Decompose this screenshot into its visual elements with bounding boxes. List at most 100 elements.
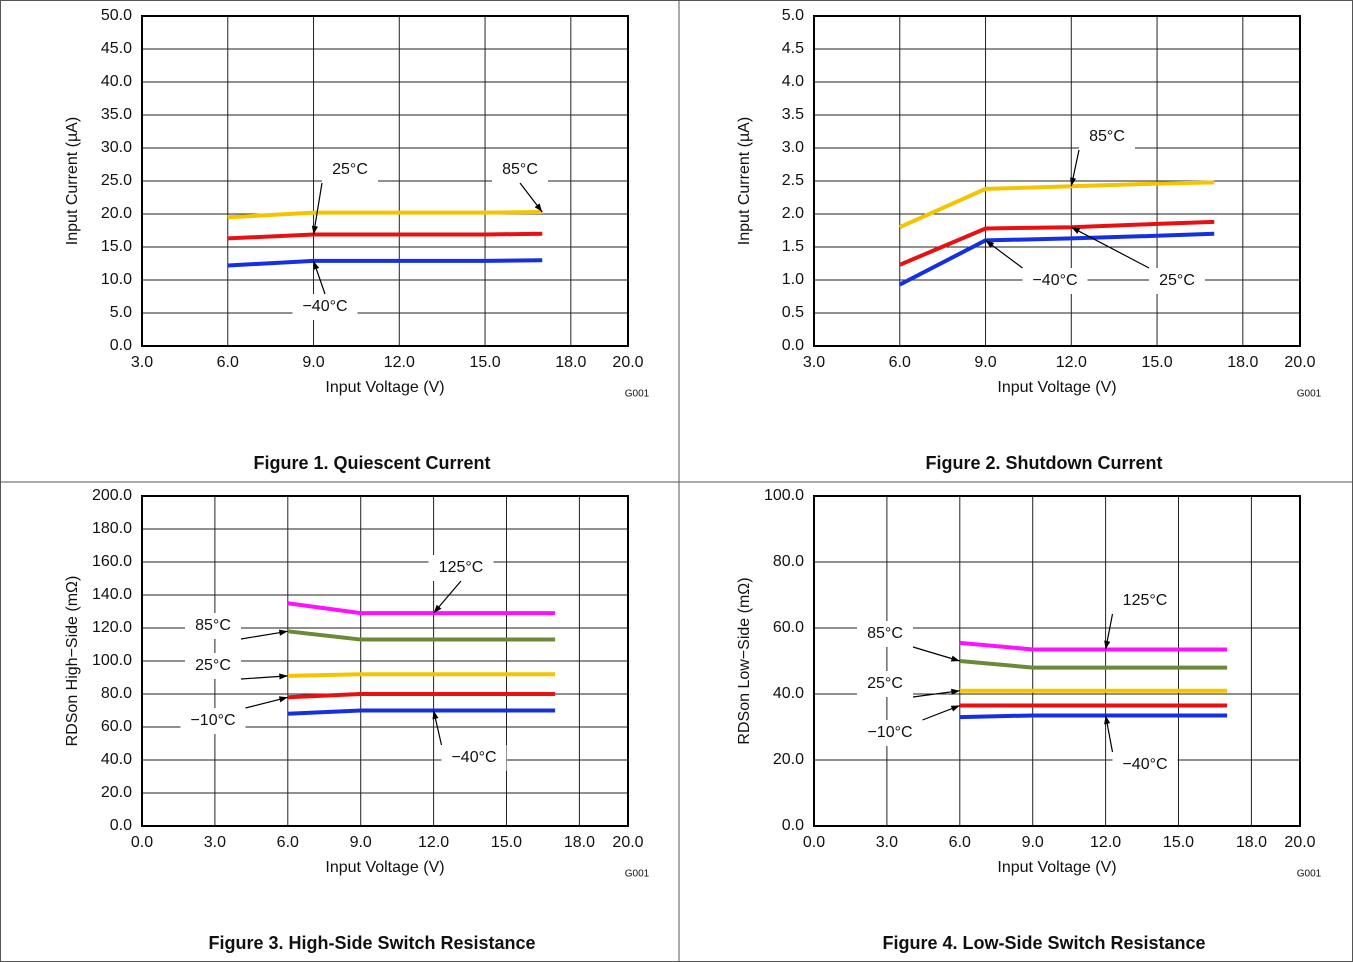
series-label: 85°C xyxy=(502,161,538,178)
annotation-box xyxy=(292,294,358,320)
note: G001 xyxy=(625,869,650,880)
arrow-head xyxy=(278,629,288,636)
annotation-box xyxy=(322,157,378,183)
y-tick-label: 20.0 xyxy=(773,751,804,768)
y-tick-label: 10.0 xyxy=(101,271,132,288)
x-tick-label: 3.0 xyxy=(803,354,825,371)
annotation-box xyxy=(428,555,494,581)
x-tick-label: 12.0 xyxy=(384,354,415,371)
series-label: 25°C xyxy=(867,675,903,692)
arrow-head xyxy=(1070,177,1077,187)
chart-panel: 3.0 6.0 9.0 12.0 15.0 18.0 20.0 0.0 0.5 1.0 1.5 2.0… xyxy=(736,7,1321,473)
y-tick-label: 40.0 xyxy=(101,73,132,90)
annotation-box xyxy=(857,671,913,697)
series-label: 125°C xyxy=(1123,592,1168,609)
x-axis-label: Input Voltage (V) xyxy=(997,859,1116,876)
y-tick-label: 5.0 xyxy=(782,7,804,24)
arrow-head xyxy=(278,696,288,703)
annotation-box xyxy=(1022,268,1088,294)
annotation-box xyxy=(180,708,246,734)
series-label: 25°C xyxy=(1159,272,1195,289)
y-tick-label: 160.0 xyxy=(92,553,132,570)
arrow-head xyxy=(313,260,320,270)
arrow-head xyxy=(279,673,288,680)
x-tick-label: 20.0 xyxy=(1284,834,1315,851)
x-tick-label: 15.0 xyxy=(491,834,522,851)
x-tick-label: 18.0 xyxy=(555,354,586,371)
y-tick-label: 35.0 xyxy=(101,106,132,123)
y-tick-label: 3.0 xyxy=(782,139,804,156)
y-tick-label: 30.0 xyxy=(101,139,132,156)
arrow-head xyxy=(534,203,543,213)
figure-caption: Figure 4. Low-Side Switch Resistance xyxy=(882,933,1205,953)
y-axis-label: Input Current (µA) xyxy=(64,117,81,245)
series-label: −40°C xyxy=(1032,272,1077,289)
x-tick-label: 9.0 xyxy=(974,354,996,371)
x-tick-label: 18.0 xyxy=(1236,834,1267,851)
arrow-head xyxy=(1071,227,1081,234)
note: G001 xyxy=(625,389,650,400)
y-tick-label: 5.0 xyxy=(110,304,132,321)
series-line xyxy=(898,231,1215,287)
y-tick-label: 20.0 xyxy=(101,784,132,801)
arrow-head xyxy=(433,604,442,614)
y-tick-label: 4.5 xyxy=(782,40,804,57)
annotation-arrow xyxy=(1071,226,1150,269)
series-label: 85°C xyxy=(867,625,903,642)
y-tick-label: 40.0 xyxy=(101,751,132,768)
y-tick-label: 60.0 xyxy=(773,619,804,636)
x-tick-label: 3.0 xyxy=(131,354,153,371)
arrow-head xyxy=(1104,715,1111,725)
arrow-head xyxy=(432,710,439,720)
series-label: −10°C xyxy=(867,724,912,741)
annotation-arrow xyxy=(312,182,323,235)
x-axis-label: Input Voltage (V) xyxy=(997,379,1116,396)
x-tick-label: 12.0 xyxy=(1056,354,1087,371)
y-tick-label: 100.0 xyxy=(764,487,804,504)
note: G001 xyxy=(1297,869,1322,880)
y-tick-label: 15.0 xyxy=(101,238,132,255)
annotation-box xyxy=(1112,588,1178,614)
plot-frame xyxy=(813,495,1301,827)
annotation-box xyxy=(857,621,913,647)
arrow-head xyxy=(985,240,995,248)
y-axis-label: RDSon Low−Side (mΩ) xyxy=(736,577,753,744)
annotation-box xyxy=(185,653,241,679)
annotation-box xyxy=(1149,268,1205,294)
x-tick-label: 9.0 xyxy=(1022,834,1044,851)
series-line xyxy=(959,659,1228,670)
x-tick-label: 0.0 xyxy=(131,834,153,851)
x-tick-label: 6.0 xyxy=(217,354,239,371)
y-tick-label: 80.0 xyxy=(773,553,804,570)
y-tick-label: 3.5 xyxy=(782,106,804,123)
x-axis-label: Input Voltage (V) xyxy=(325,379,444,396)
annotation-box xyxy=(185,613,241,639)
annotation-box xyxy=(857,720,923,746)
y-tick-label: 25.0 xyxy=(101,172,132,189)
y-tick-label: 80.0 xyxy=(101,685,132,702)
y-tick-label: 40.0 xyxy=(773,685,804,702)
annotation-box xyxy=(1112,752,1178,778)
chart-panel: 3.0 6.0 9.0 12.0 15.0 18.0 20.0 0.0 5.0 10.0 15.0 2… xyxy=(64,7,649,473)
x-tick-label: 20.0 xyxy=(1284,354,1315,371)
series-label: 25°C xyxy=(195,657,231,674)
series-line xyxy=(287,672,556,678)
y-tick-label: 60.0 xyxy=(101,718,132,735)
x-axis-label: Input Voltage (V) xyxy=(325,859,444,876)
arrow-head xyxy=(1104,640,1111,650)
y-tick-label: 2.0 xyxy=(782,205,804,222)
series-label: 125°C xyxy=(439,559,484,576)
x-tick-label: 18.0 xyxy=(564,834,595,851)
y-tick-label: 4.0 xyxy=(782,73,804,90)
annotation-box xyxy=(1079,124,1135,150)
x-tick-label: 6.0 xyxy=(949,834,971,851)
y-tick-label: 50.0 xyxy=(101,7,132,24)
y-tick-label: 1.5 xyxy=(782,238,804,255)
x-tick-label: 9.0 xyxy=(350,834,372,851)
y-tick-label: 1.0 xyxy=(782,271,804,288)
figure-caption: Figure 1. Quiescent Current xyxy=(253,453,490,473)
y-tick-label: 120.0 xyxy=(92,619,132,636)
y-tick-label: 0.0 xyxy=(110,817,132,834)
series-line xyxy=(287,629,556,642)
plot-frame xyxy=(141,15,629,347)
